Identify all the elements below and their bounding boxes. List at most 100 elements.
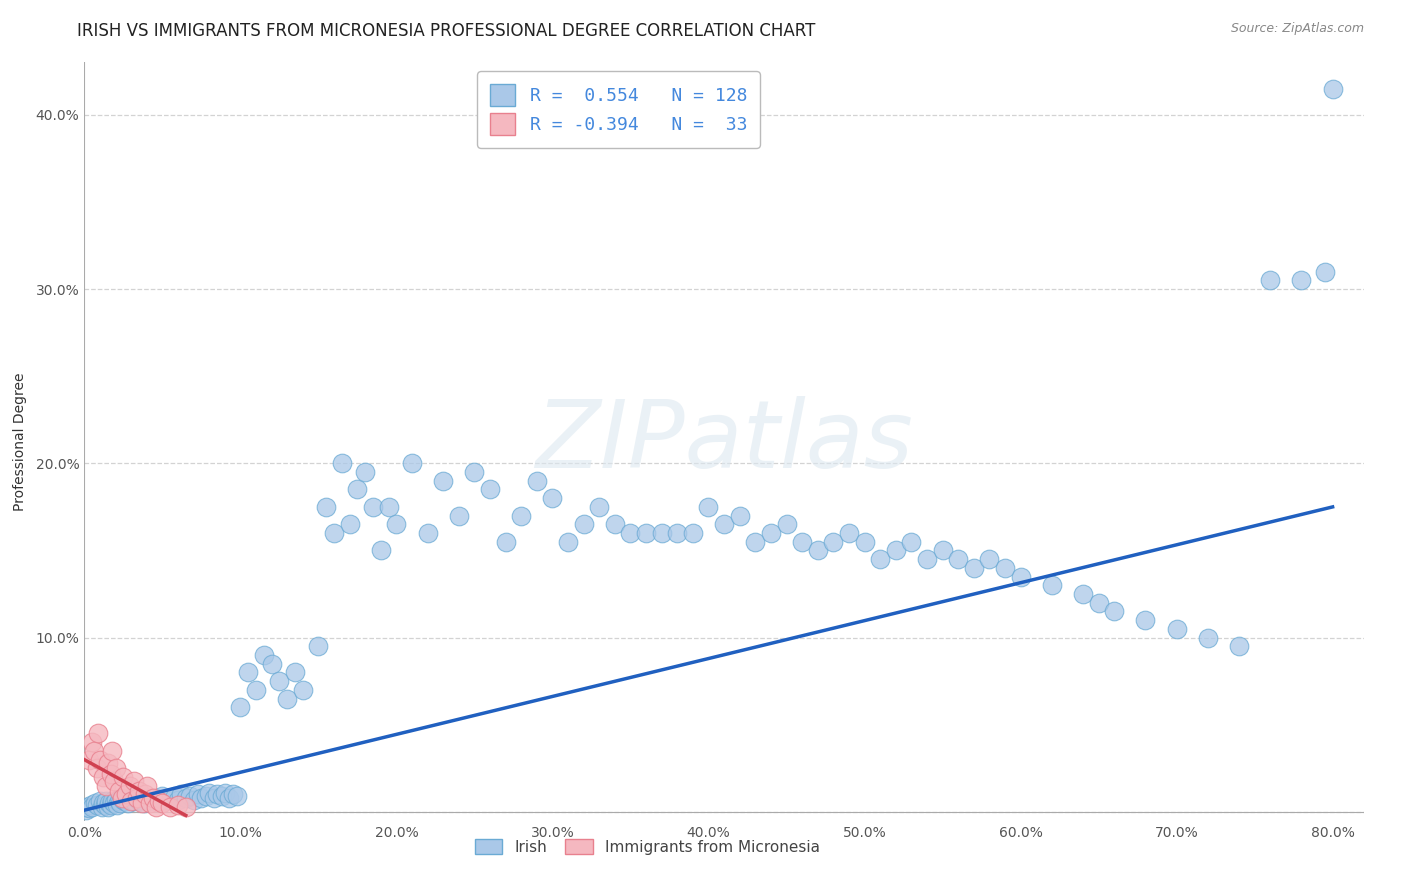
Point xyxy=(83,744,105,758)
Point xyxy=(167,793,190,807)
Y-axis label: Professional Degree: Professional Degree xyxy=(13,372,27,511)
Point xyxy=(75,803,97,817)
Point xyxy=(156,793,179,807)
Point xyxy=(713,517,735,532)
Point xyxy=(101,795,124,809)
Point xyxy=(1071,587,1094,601)
Point xyxy=(330,456,353,470)
Point xyxy=(159,791,181,805)
Point xyxy=(1087,596,1109,610)
Point xyxy=(93,797,115,812)
Point xyxy=(135,779,157,793)
Point xyxy=(979,552,1001,566)
Point xyxy=(183,793,205,807)
Point xyxy=(307,640,329,654)
Point xyxy=(291,682,314,697)
Point xyxy=(89,795,111,809)
Point xyxy=(697,500,720,514)
Point xyxy=(260,657,283,671)
Point xyxy=(588,500,610,514)
Point xyxy=(385,517,408,532)
Point xyxy=(82,799,104,814)
Point xyxy=(128,795,150,809)
Point xyxy=(963,561,986,575)
Point xyxy=(124,795,146,809)
Point xyxy=(170,788,193,802)
Point xyxy=(1258,273,1281,287)
Point xyxy=(86,797,108,812)
Point xyxy=(1291,273,1313,287)
Point xyxy=(884,543,907,558)
Point xyxy=(115,791,138,805)
Point xyxy=(526,474,548,488)
Point xyxy=(238,665,260,680)
Point xyxy=(377,500,399,514)
Point xyxy=(163,789,186,804)
Point xyxy=(107,795,129,809)
Point xyxy=(103,773,125,788)
Point xyxy=(134,788,156,802)
Point xyxy=(463,465,485,479)
Point xyxy=(823,534,845,549)
Point xyxy=(946,552,969,566)
Point xyxy=(346,483,368,497)
Point xyxy=(245,682,267,697)
Point xyxy=(76,799,98,814)
Point xyxy=(125,791,148,805)
Point xyxy=(557,534,579,549)
Point xyxy=(1227,640,1250,654)
Point xyxy=(104,761,127,775)
Point xyxy=(221,788,243,802)
Point xyxy=(82,735,104,749)
Point xyxy=(323,526,346,541)
Point xyxy=(284,665,307,680)
Point xyxy=(101,744,124,758)
Point xyxy=(354,465,377,479)
Point xyxy=(269,674,291,689)
Point xyxy=(91,796,114,810)
Point xyxy=(167,797,190,812)
Legend: Irish, Immigrants from Micronesia: Irish, Immigrants from Micronesia xyxy=(467,831,828,863)
Point xyxy=(111,791,134,805)
Point xyxy=(479,483,502,497)
Point xyxy=(148,795,170,809)
Point xyxy=(114,795,136,809)
Point xyxy=(77,801,100,815)
Point xyxy=(174,791,197,805)
Point xyxy=(432,474,454,488)
Point xyxy=(91,770,114,784)
Point xyxy=(195,789,218,804)
Point xyxy=(651,526,673,541)
Point xyxy=(117,796,139,810)
Point xyxy=(139,795,162,809)
Point xyxy=(79,797,101,812)
Point xyxy=(218,791,240,805)
Point xyxy=(84,796,107,810)
Point xyxy=(636,526,658,541)
Point xyxy=(572,517,595,532)
Point xyxy=(447,508,470,523)
Point xyxy=(128,784,150,798)
Point xyxy=(339,517,361,532)
Point xyxy=(1135,613,1157,627)
Point xyxy=(619,526,641,541)
Point xyxy=(1197,631,1219,645)
Point xyxy=(97,756,120,771)
Point xyxy=(541,491,564,506)
Point xyxy=(1166,622,1188,636)
Point xyxy=(145,791,167,805)
Point xyxy=(112,793,135,807)
Point xyxy=(90,799,112,814)
Point xyxy=(150,796,173,810)
Point xyxy=(915,552,938,566)
Point xyxy=(900,534,922,549)
Point xyxy=(142,793,165,807)
Point xyxy=(145,799,167,814)
Point xyxy=(98,796,121,810)
Point xyxy=(790,534,813,549)
Point xyxy=(100,766,122,780)
Point xyxy=(205,788,228,802)
Point xyxy=(603,517,626,532)
Point xyxy=(994,561,1017,575)
Point xyxy=(150,789,173,804)
